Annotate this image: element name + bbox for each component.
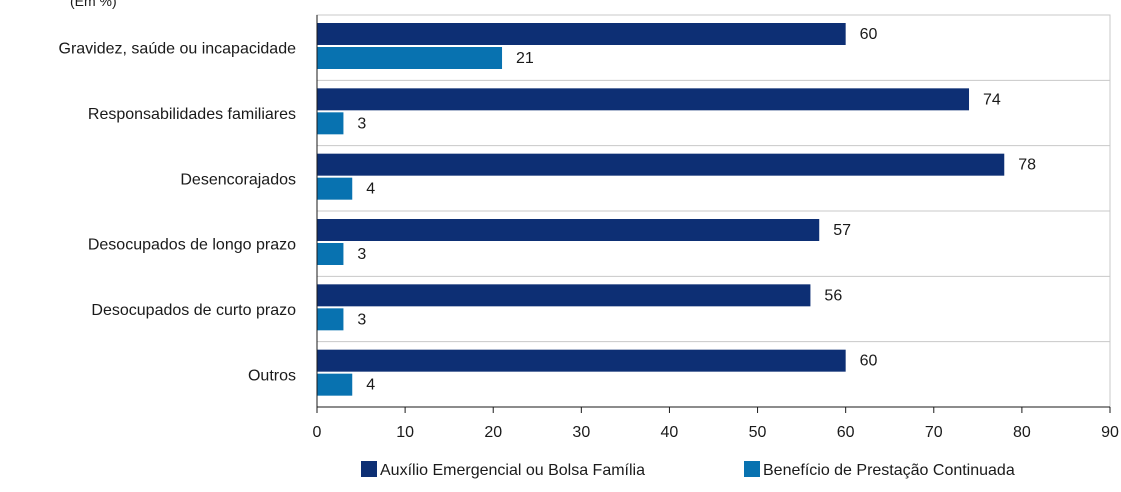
data-label: 57 (833, 222, 851, 239)
bar (317, 88, 970, 111)
x-tick-label: 60 (837, 424, 855, 441)
x-tick-label: 0 (313, 424, 322, 441)
bar (317, 153, 1005, 176)
data-label: 56 (824, 287, 842, 304)
legend-label: Benefício de Prestação Continuada (763, 462, 1015, 479)
x-tick-label: 30 (572, 424, 590, 441)
data-label: 4 (366, 181, 375, 198)
chart-subtitle: (Em %) (70, 0, 117, 9)
data-label: 60 (860, 353, 878, 370)
bars: 60 21 74 3 78 4 57 3 56 3 60 4 (317, 23, 1036, 396)
x-tick-label: 40 (661, 424, 679, 441)
x-axis: 0 10 20 30 40 50 60 70 80 90 (313, 15, 1119, 441)
data-label: 60 (860, 26, 878, 43)
category-label: Outros (248, 367, 296, 384)
category-label: Gravidez, saúde ou incapacidade (59, 41, 297, 58)
x-tick-label: 10 (396, 424, 414, 441)
x-tick-label: 80 (1013, 424, 1031, 441)
data-label: 3 (357, 246, 366, 263)
data-label: 74 (983, 91, 1001, 108)
bar (317, 219, 820, 241)
category-label: Desencorajados (180, 171, 296, 188)
data-label: 3 (357, 115, 366, 132)
bar (317, 177, 353, 200)
bar (317, 308, 344, 331)
bar (317, 243, 344, 265)
grid (317, 79, 1110, 343)
data-label: 4 (366, 377, 375, 394)
x-tick-label: 90 (1101, 424, 1119, 441)
bar (317, 284, 811, 307)
legend: Auxílio Emergencial ou Bolsa Família Bene… (361, 461, 1015, 479)
bar (317, 373, 353, 396)
data-label: 21 (516, 50, 534, 67)
x-tick-label: 70 (925, 424, 943, 441)
category-label: Desocupados de curto prazo (91, 302, 296, 319)
category-label: Desocupados de longo prazo (88, 237, 296, 254)
bar (317, 349, 846, 372)
legend-swatch (361, 461, 377, 477)
legend-swatch (744, 461, 760, 477)
legend-label: Auxílio Emergencial ou Bolsa Família (380, 462, 645, 479)
bar (317, 47, 503, 69)
data-label: 3 (357, 311, 366, 328)
data-label: 78 (1018, 157, 1036, 174)
bar (317, 112, 344, 135)
bar (317, 23, 846, 45)
x-tick-label: 20 (484, 424, 502, 441)
category-labels: Gravidez, saúde ou incapacidade Responsab… (59, 41, 297, 385)
category-label: Responsabilidades familiares (88, 106, 296, 123)
x-tick-label: 50 (749, 424, 767, 441)
